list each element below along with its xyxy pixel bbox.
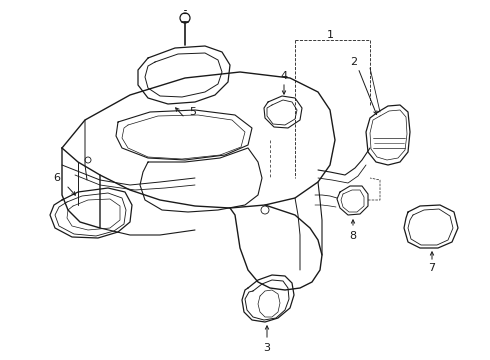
Text: 4: 4 [280, 71, 288, 81]
Text: 3: 3 [264, 343, 270, 353]
Text: 1: 1 [326, 30, 334, 40]
Text: 5: 5 [190, 107, 196, 117]
Text: 6: 6 [53, 173, 60, 183]
Text: 8: 8 [349, 231, 357, 241]
Text: 2: 2 [350, 57, 358, 67]
Text: 7: 7 [428, 263, 436, 273]
